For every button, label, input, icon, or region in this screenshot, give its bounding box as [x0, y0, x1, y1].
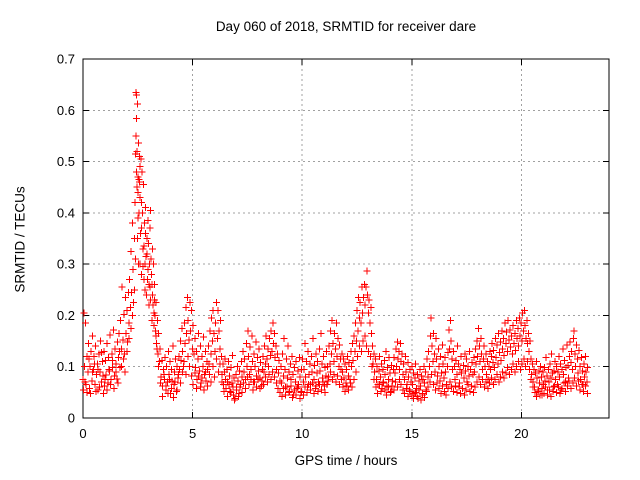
y-tick-label: 0.6: [57, 103, 75, 118]
x-tick-label: 10: [295, 426, 309, 441]
x-tick-label: 5: [189, 426, 196, 441]
y-tick-label: 0.7: [57, 52, 75, 67]
x-tick-label: 0: [79, 426, 86, 441]
x-tick-label: 15: [405, 426, 419, 441]
y-tick-label: 0.5: [57, 154, 75, 169]
y-axis-label: SRMTID / TECUs: [12, 186, 28, 293]
y-tick-label: 0.4: [57, 205, 75, 220]
plot-frame: [82, 58, 610, 419]
x-axis-label: GPS time / hours: [294, 453, 398, 468]
chart-title: Day 060 of 2018, SRMTID for receiver dar…: [215, 19, 477, 34]
y-tick-label: 0.2: [57, 308, 75, 323]
scatter-points: [79, 88, 592, 404]
y-tick-label: 0.3: [57, 257, 75, 272]
y-tick-label: 0.1: [57, 359, 75, 374]
y-tick-label: 0: [68, 411, 75, 426]
x-tick-label: 20: [514, 426, 528, 441]
